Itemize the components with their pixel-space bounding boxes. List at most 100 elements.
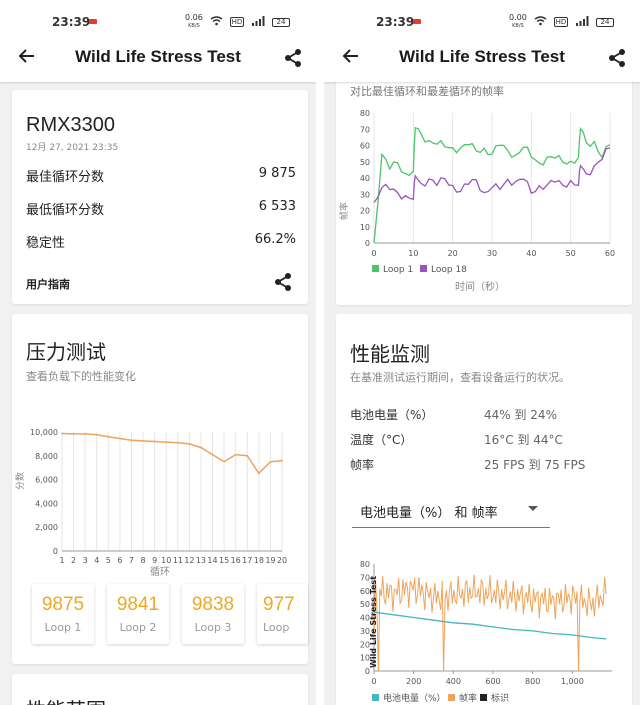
score-point bbox=[130, 439, 133, 442]
status-time: 23:39 bbox=[376, 15, 415, 29]
best-loop-label: 最佳循环分数 bbox=[26, 170, 105, 185]
status-time: 23:39 bbox=[52, 15, 91, 29]
fps-compare-card: 对比最佳循环和最差循环的帧率 0 10 20 30 40 50 60 70 80 0 10 20 30… bbox=[336, 75, 632, 305]
score-point bbox=[84, 433, 87, 435]
temperature-row: 温度（°C） 16°C 到 44°C bbox=[350, 431, 563, 448]
status-icons: 0.06 KB/S HD 24 bbox=[181, 14, 290, 30]
y-axis-label: 分数 bbox=[14, 472, 26, 490]
framerate-row: 帧率 25 FPS 到 75 FPS bbox=[350, 456, 585, 473]
x-tick-label: 1 bbox=[59, 556, 64, 565]
legend-battery: 电池电量（%） bbox=[383, 692, 446, 704]
y-tick-label: 6,000 bbox=[35, 476, 58, 485]
y-tick-label: 40 bbox=[360, 614, 370, 623]
legend-swatch-loop-1 bbox=[372, 265, 379, 272]
hd-icon: HD bbox=[229, 17, 245, 27]
y-tick-label: 10,000 bbox=[30, 428, 58, 437]
y-tick-label: 0 bbox=[365, 667, 370, 676]
y-tick-label: 70 bbox=[360, 125, 370, 134]
chart-title-vertical: Wild Life Stress Test bbox=[369, 576, 378, 668]
wifi-icon bbox=[210, 15, 223, 29]
status-icons: 0.00 KB/S HD 24 bbox=[505, 14, 614, 30]
x-tick-label: 19 bbox=[265, 556, 275, 565]
score-point bbox=[142, 440, 144, 442]
y-tick-label: 20 bbox=[360, 640, 370, 649]
device-model: RMX3300 bbox=[26, 114, 115, 136]
back-arrow-icon[interactable] bbox=[342, 46, 360, 70]
app-bar: Wild Life Stress Test bbox=[0, 34, 316, 82]
x-tick-label: 13 bbox=[196, 556, 206, 565]
temperature-label: 温度（°C） bbox=[350, 433, 413, 447]
share-icon[interactable] bbox=[284, 48, 302, 72]
loop-1-line bbox=[373, 126, 611, 244]
y-tick-label: 8,000 bbox=[35, 452, 58, 461]
y-tick-label: 60 bbox=[360, 587, 370, 596]
y-axis-label: 帧率 bbox=[338, 202, 350, 220]
notification-icon bbox=[89, 19, 97, 24]
x-tick-label: 10 bbox=[161, 556, 171, 565]
stress-test-card: 压力测试 查看负载下的性能变化 0 2,000 4,000 6,000 8,000 10,… bbox=[12, 314, 308, 664]
x-tick-label: 40 bbox=[526, 249, 536, 258]
x-tick-label: 600 bbox=[485, 677, 500, 686]
x-axis-label: 时间（秒） bbox=[455, 280, 505, 293]
loop-label: Loop 3 bbox=[194, 621, 232, 634]
x-tick-label: 11 bbox=[173, 556, 183, 565]
score-point bbox=[234, 453, 237, 456]
loop-tile[interactable]: 977 Loop bbox=[257, 584, 308, 644]
score-point bbox=[61, 432, 63, 435]
x-tick-label: 3 bbox=[83, 556, 88, 565]
device-card: RMX3300 12月 27, 2021 23:35 最佳循环分数 9 875 … bbox=[12, 90, 308, 304]
y-tick-label: 0 bbox=[53, 547, 58, 556]
score-point bbox=[118, 437, 121, 440]
temperature-value: 16°C 到 44°C bbox=[484, 433, 563, 447]
x-tick-label: 16 bbox=[231, 556, 241, 565]
loop-label: Loop bbox=[263, 621, 290, 634]
x-tick-label: 8 bbox=[141, 556, 146, 565]
score-point bbox=[223, 460, 226, 463]
battery-line bbox=[373, 611, 607, 640]
legend-swatch-battery bbox=[372, 694, 379, 701]
stress-title: 压力测试 bbox=[26, 340, 106, 364]
score-point bbox=[165, 441, 168, 444]
loop-label: Loop 1 bbox=[44, 621, 82, 634]
wifi-icon bbox=[534, 15, 547, 29]
status-bar: 23:39 0.06 KB/S HD 24 bbox=[0, 0, 316, 34]
framerate-line bbox=[373, 574, 607, 672]
y-tick-label: 80 bbox=[360, 109, 370, 118]
best-loop-value: 9 875 bbox=[258, 166, 296, 181]
y-tick-label: 70 bbox=[360, 573, 370, 582]
score-point bbox=[211, 453, 214, 456]
score-point bbox=[176, 441, 179, 444]
worst-loop-value: 6 533 bbox=[258, 199, 296, 214]
y-tick-label: 10 bbox=[360, 223, 370, 232]
loop-tile[interactable]: 9875 Loop 1 bbox=[32, 584, 94, 644]
metric-dropdown[interactable]: 电池电量（%） 和 帧率 bbox=[352, 494, 550, 528]
loop-tile[interactable]: 9841 Loop 2 bbox=[107, 584, 169, 644]
y-tick-label: 30 bbox=[360, 190, 370, 199]
share-icon[interactable] bbox=[274, 272, 292, 296]
score-point bbox=[95, 433, 98, 436]
share-icon[interactable] bbox=[608, 48, 626, 72]
loop-label: Loop 2 bbox=[119, 621, 157, 634]
x-tick-label: 30 bbox=[487, 249, 497, 258]
x-tick-label: 200 bbox=[406, 677, 421, 686]
score-point bbox=[281, 459, 283, 462]
signal-icon bbox=[251, 15, 265, 29]
fps-compare-subtitle: 对比最佳循环和最差循环的帧率 bbox=[350, 85, 504, 98]
x-tick-label: 20 bbox=[277, 556, 287, 565]
net-speed: 0.06 KB/S bbox=[185, 13, 203, 30]
best-loop-row: 最佳循环分数 9 875 bbox=[26, 166, 296, 185]
score-point bbox=[246, 454, 249, 457]
x-axis-label: 循环 bbox=[150, 565, 170, 578]
status-bar: 23:39 0.00 KB/S HD 24 bbox=[324, 0, 640, 34]
x-tick-label: 7 bbox=[129, 556, 134, 565]
performance-range-card: 性能范围 bbox=[12, 674, 308, 705]
back-arrow-icon[interactable] bbox=[18, 46, 36, 70]
perf-subtitle: 在基准测试运行期间，查看设备运行的状况。 bbox=[350, 371, 570, 384]
score-point bbox=[257, 472, 260, 475]
x-tick-label: 50 bbox=[566, 249, 576, 258]
score-point bbox=[269, 460, 272, 463]
loop-tile[interactable]: 9838 Loop 3 bbox=[182, 584, 244, 644]
y-tick-label: 60 bbox=[360, 142, 370, 151]
user-guide-link[interactable]: 用户指南 bbox=[26, 278, 70, 291]
